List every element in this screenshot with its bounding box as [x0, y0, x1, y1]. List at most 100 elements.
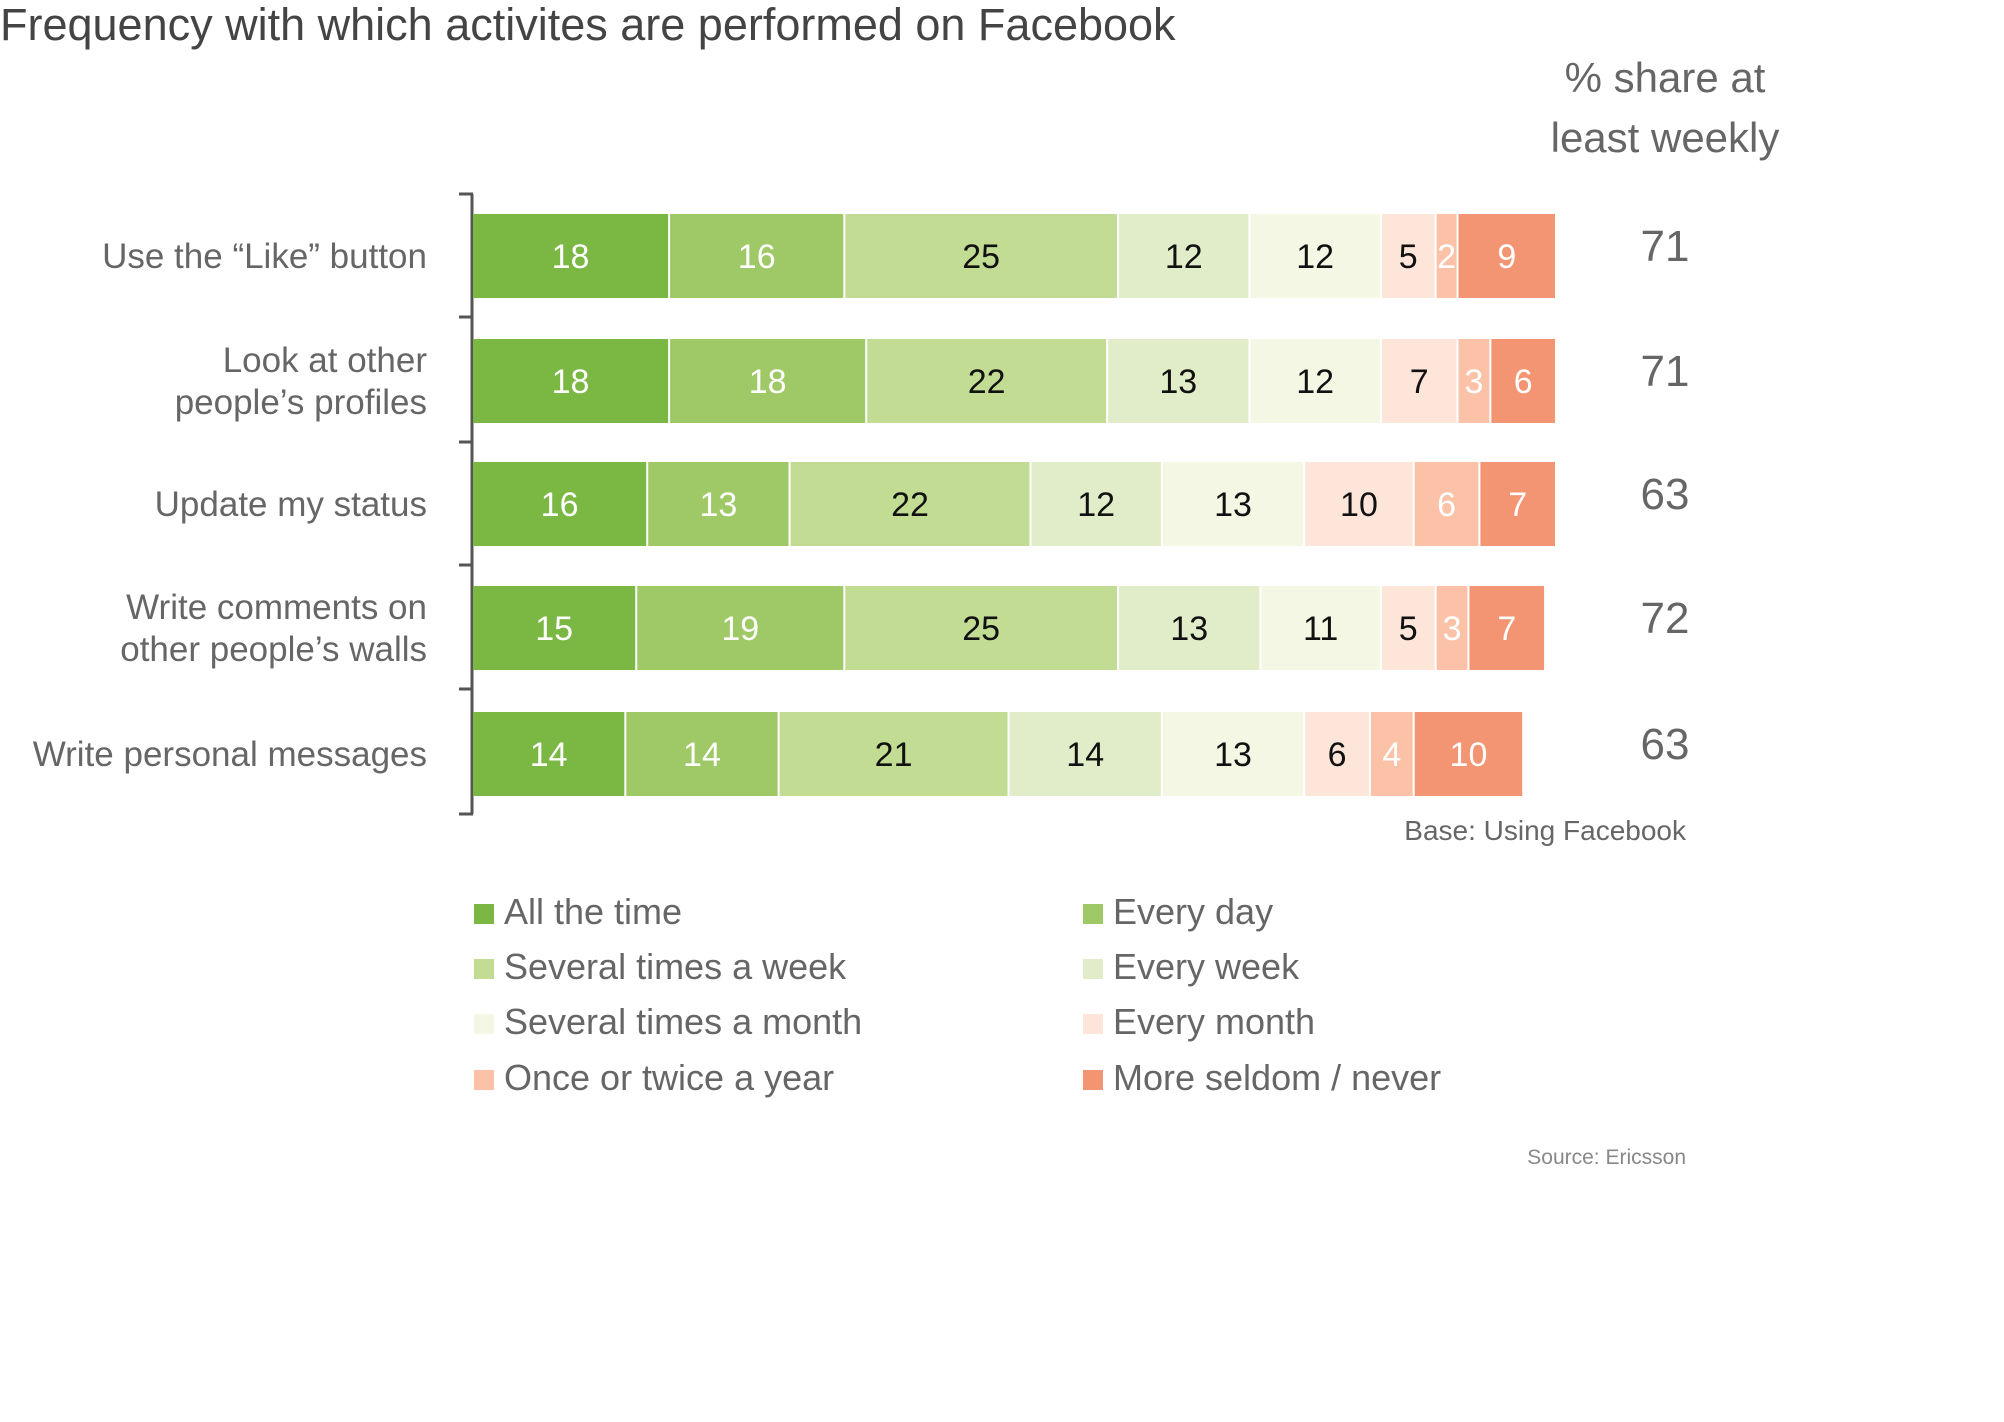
bar-segment — [1162, 462, 1304, 546]
bar-segment — [1491, 339, 1556, 423]
legend-item: More seldom / never — [1083, 1057, 1441, 1098]
bar-segment — [1009, 712, 1161, 796]
bar-segment — [473, 339, 669, 423]
legend-swatch — [474, 904, 494, 924]
bar-segment — [1381, 214, 1435, 298]
bar-segment — [1436, 586, 1468, 670]
right-column-header: % share at least weekly — [1551, 54, 1780, 161]
legend-label: Several times a month — [504, 1001, 862, 1042]
category-label: Look at other — [223, 341, 428, 380]
legend-label: Every day — [1113, 891, 1273, 932]
legend-swatch — [1083, 1014, 1103, 1034]
bar-segment — [867, 339, 1107, 423]
y-axis — [459, 192, 474, 816]
legend-label: More seldom / never — [1113, 1057, 1441, 1098]
data-label: 6 — [1328, 736, 1347, 774]
bar-segment — [1414, 712, 1523, 796]
data-label: 7 — [1497, 610, 1516, 648]
bar-segment — [473, 586, 636, 670]
bar-segment — [473, 462, 647, 546]
data-label: 12 — [1165, 238, 1203, 276]
data-label: 25 — [962, 238, 1000, 276]
bar-segment — [1250, 214, 1380, 298]
legend-item: Several times a week — [474, 946, 847, 987]
data-label: 19 — [721, 610, 759, 648]
data-label: 13 — [1214, 486, 1252, 524]
category-label: Write comments on — [126, 588, 427, 627]
bar-segment — [845, 586, 1118, 670]
share-value: 63 — [1641, 470, 1690, 519]
base-note: Base: Using Facebook — [1404, 815, 1687, 846]
category-label: Use the “Like” button — [102, 237, 427, 276]
bar-segment — [1119, 214, 1249, 298]
data-label: 16 — [738, 238, 776, 276]
right-column-values: 71 71 63 72 63 — [1641, 222, 1690, 769]
data-label: 14 — [530, 736, 568, 774]
bar-segment — [1458, 214, 1556, 298]
bar-segment — [1305, 712, 1369, 796]
data-label: 10 — [1340, 486, 1378, 524]
source-note: Source: Ericsson — [1527, 1146, 1686, 1169]
legend-label: Once or twice a year — [504, 1057, 834, 1098]
bar-segment — [1031, 462, 1161, 546]
bar-segment — [790, 462, 1030, 546]
data-label: 14 — [1066, 736, 1104, 774]
data-label: 6 — [1514, 363, 1533, 401]
data-label: 3 — [1464, 363, 1483, 401]
bar-segment — [1370, 712, 1413, 796]
share-value: 63 — [1641, 720, 1690, 769]
legend-swatch — [1083, 904, 1103, 924]
bar-segment — [1108, 339, 1249, 423]
right-column-header-line: % share at — [1565, 54, 1766, 101]
data-label: 9 — [1497, 238, 1516, 276]
bar-segment — [1469, 586, 1545, 670]
data-label: 18 — [552, 238, 590, 276]
data-label: 16 — [541, 486, 579, 524]
bar-segment — [670, 339, 866, 423]
category-label: Update my status — [155, 485, 427, 524]
data-label: 21 — [875, 736, 913, 774]
data-label: 13 — [1214, 736, 1252, 774]
bar-segment — [1436, 214, 1457, 298]
bar-segment — [1250, 339, 1380, 423]
chart-title: Frequency with which activites are perfo… — [0, 0, 1176, 50]
data-label: 18 — [552, 363, 590, 401]
legend-item: Every day — [1083, 891, 1273, 932]
legend: All the time Every day Several times a wee… — [474, 891, 1441, 1098]
legend-label: Every month — [1113, 1001, 1315, 1042]
legend-item: All the time — [474, 891, 682, 932]
legend-swatch — [1083, 1070, 1103, 1090]
data-label: 14 — [683, 736, 721, 774]
data-label: 13 — [1159, 363, 1197, 401]
data-label: 25 — [962, 610, 1000, 648]
legend-item: Several times a month — [474, 1001, 862, 1042]
data-label: 12 — [1077, 486, 1115, 524]
bar-segment — [1458, 339, 1490, 423]
legend-swatch — [1083, 959, 1103, 979]
legend-label: Several times a week — [504, 946, 847, 987]
share-value: 71 — [1641, 222, 1690, 271]
data-label: 7 — [1508, 486, 1527, 524]
data-label: 18 — [749, 363, 787, 401]
bar-segment — [473, 712, 625, 796]
data-label: 10 — [1450, 736, 1488, 774]
share-value: 72 — [1641, 594, 1690, 643]
bar-segment — [779, 712, 1008, 796]
data-label: 5 — [1399, 238, 1418, 276]
bars: 18 16 25 12 12 5 2 918 18 22 13 12 7 3 616 13 22 12 13 10 6 7… — [473, 214, 1556, 796]
right-column-header-line: least weekly — [1551, 114, 1780, 161]
bar-segment — [1480, 462, 1556, 546]
legend-label: Every week — [1113, 946, 1300, 987]
data-label: 7 — [1410, 363, 1429, 401]
legend-swatch — [474, 1014, 494, 1034]
bar-segment — [1381, 339, 1457, 423]
bar-segment — [648, 462, 789, 546]
data-label: 11 — [1303, 610, 1338, 648]
data-label: 2 — [1437, 238, 1456, 276]
bar-segment — [1261, 586, 1380, 670]
data-label: 4 — [1382, 736, 1401, 774]
data-label: 15 — [535, 610, 573, 648]
bar-segment — [473, 214, 669, 298]
legend-swatch — [474, 1070, 494, 1090]
